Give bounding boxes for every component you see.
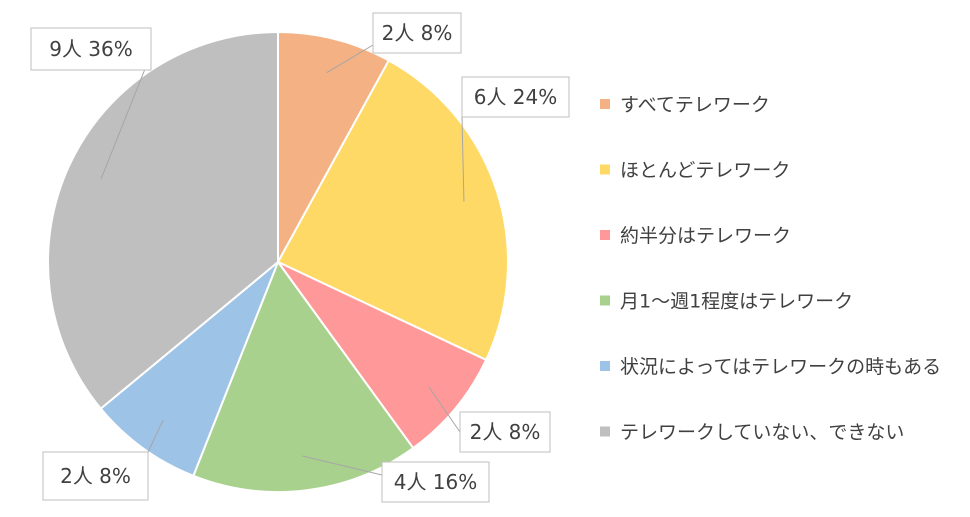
data-label-3: 2人 8% — [459, 411, 551, 453]
pie-slice-4 — [192, 259, 415, 493]
legend-swatch — [600, 426, 610, 437]
leader-lines — [100, 44, 465, 476]
data-label-text: 6人 24% — [474, 85, 558, 109]
legend: すべてテレワークほとんどテレワーク約半分はテレワーク月1〜週1程度はテレワーク状… — [600, 94, 941, 444]
data-label-box — [30, 27, 152, 71]
legend-label: 月1〜週1程度はテレワーク — [620, 291, 853, 313]
data-label-box — [459, 411, 551, 453]
legend-item-4: 月1〜週1程度はテレワーク — [600, 291, 853, 313]
leader-line-2 — [461, 116, 465, 202]
legend-swatch — [600, 99, 610, 109]
data-label-box — [372, 12, 462, 54]
legend-item-3: 約半分はテレワーク — [600, 225, 791, 247]
pie-slice-1 — [277, 30, 391, 263]
pie-slice-2 — [276, 59, 509, 362]
legend-label: 状況によってはテレワークの時もある — [620, 356, 941, 378]
data-labels: 2人 8% 6人 24% 2人 8% 4人 16% 2人 8% 9人 36% — [30, 12, 570, 503]
pie-slices — [47, 30, 509, 493]
data-label-4: 4人 16% — [381, 461, 490, 503]
data-label-6: 9人 36% — [30, 27, 152, 71]
pie-slice-6 — [47, 30, 279, 411]
data-label-text: 2人 8% — [470, 420, 541, 444]
data-label-box — [381, 461, 490, 503]
data-label-text: 4人 16% — [394, 470, 478, 494]
legend-swatch — [600, 164, 610, 175]
legend-label: ほとんどテレワーク — [620, 160, 790, 182]
pie-slice-3 — [277, 261, 488, 450]
legend-item-2: ほとんどテレワーク — [600, 160, 790, 182]
legend-label: 約半分はテレワーク — [620, 225, 791, 247]
data-label-1: 2人 8% — [372, 12, 462, 54]
data-label-box — [461, 76, 570, 118]
pie-slice-5 — [99, 261, 279, 478]
legend-swatch — [600, 361, 610, 371]
leader-line-1 — [326, 44, 374, 74]
legend-label: すべてテレワーク — [620, 94, 770, 116]
data-label-5: 2人 8% — [42, 451, 149, 501]
leader-line-4 — [302, 455, 383, 476]
leader-line-5 — [147, 419, 164, 453]
leader-line-6 — [100, 53, 152, 179]
leader-line-3 — [428, 386, 461, 433]
data-label-box — [42, 451, 149, 501]
legend-item-6: テレワークしていない、できない — [600, 422, 904, 444]
data-label-text: 9人 36% — [49, 37, 133, 61]
legend-item-1: すべてテレワーク — [600, 94, 770, 116]
data-label-text: 2人 8% — [382, 21, 453, 45]
legend-item-5: 状況によってはテレワークの時もある — [600, 356, 941, 378]
legend-swatch — [600, 295, 610, 306]
legend-swatch — [600, 230, 610, 240]
legend-label: テレワークしていない、できない — [620, 422, 904, 444]
data-label-2: 6人 24% — [461, 76, 570, 118]
data-label-text: 2人 8% — [60, 464, 131, 488]
